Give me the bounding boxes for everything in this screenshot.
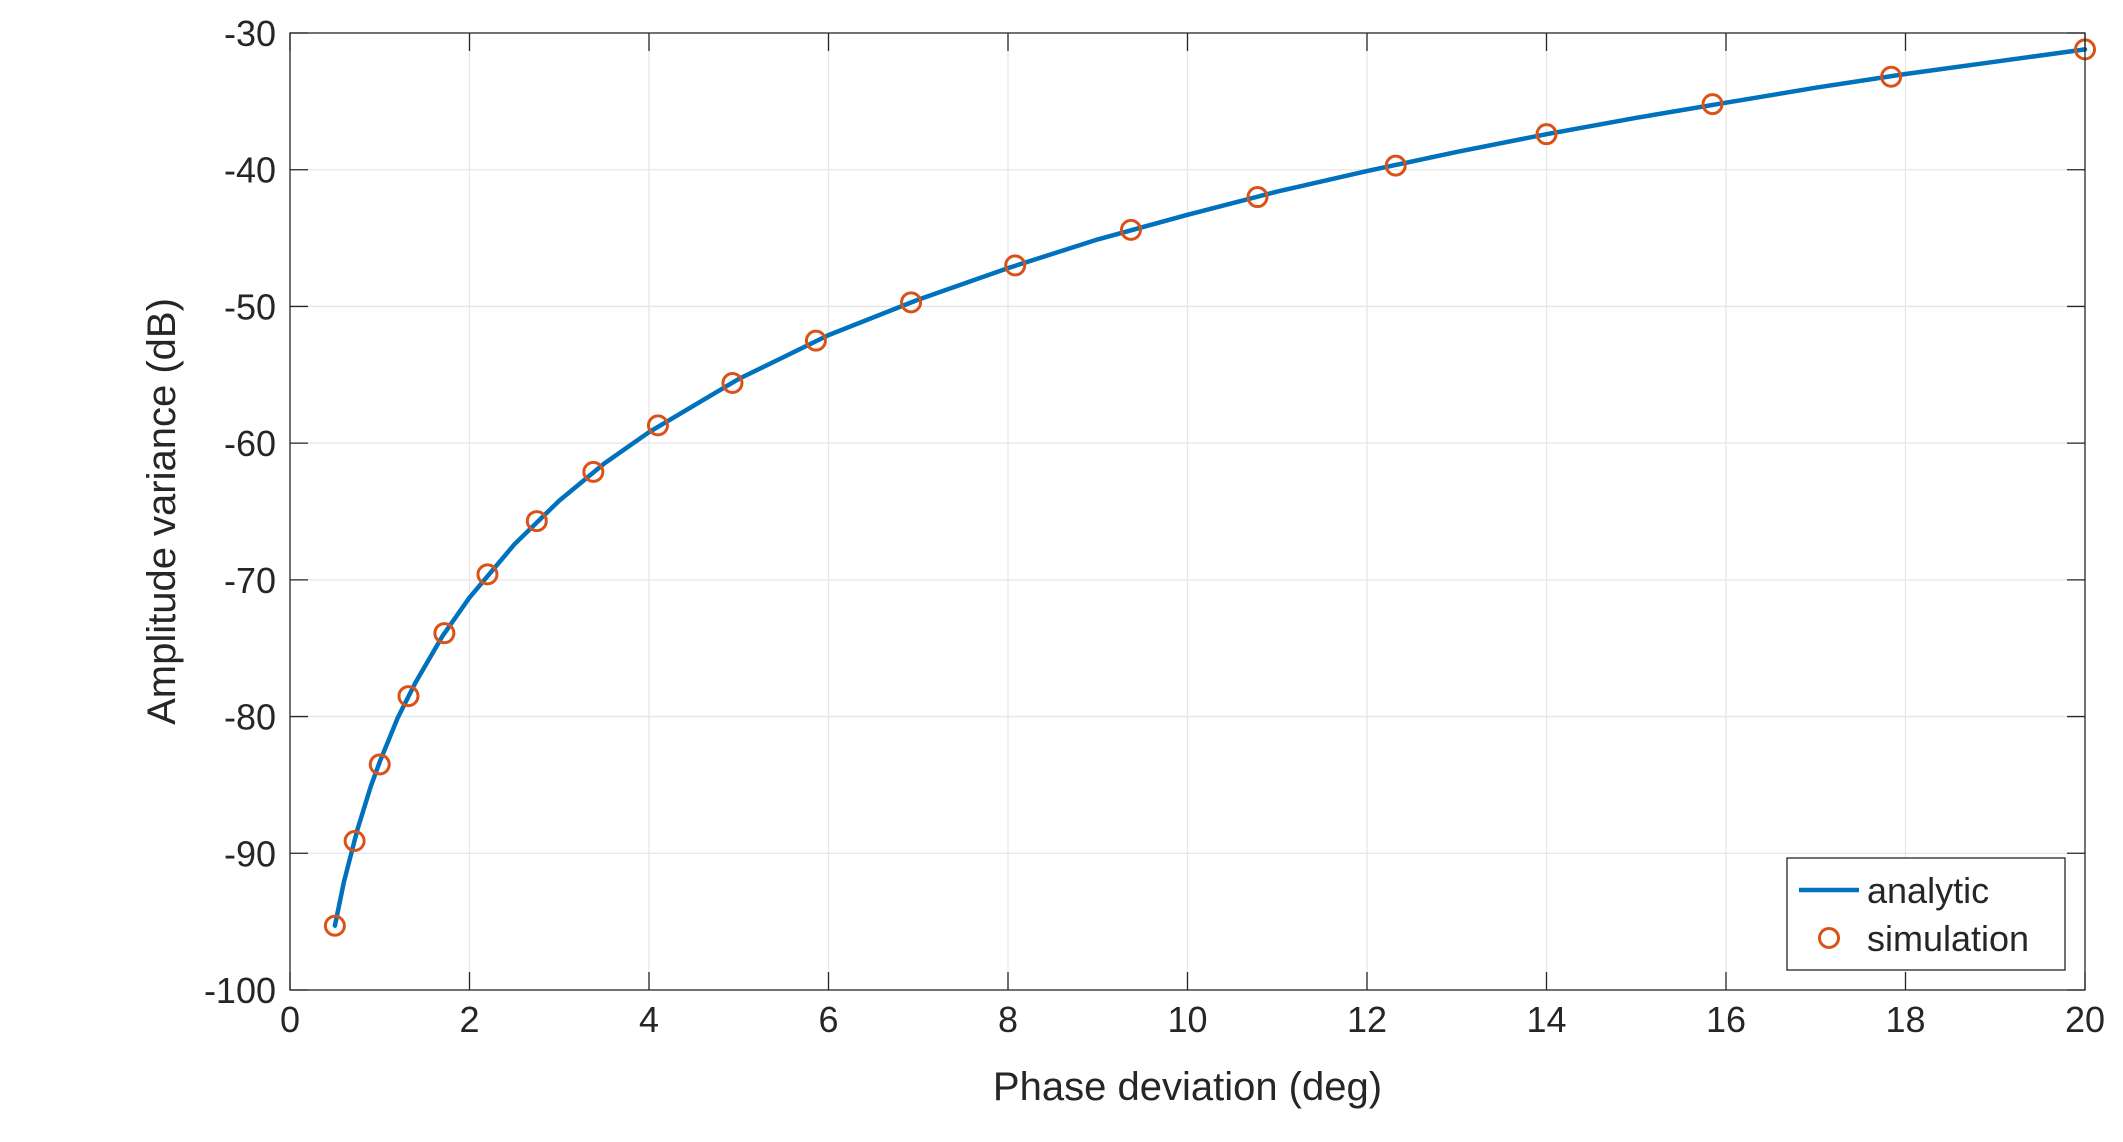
y-tick-label: -90 <box>224 833 276 874</box>
data-point-simulation <box>476 563 499 586</box>
x-tick-labels: 0 2 4 6 8 10 12 14 16 18 20 <box>280 999 2105 1040</box>
y-tick-label: -40 <box>224 150 276 191</box>
data-point-simulation <box>343 829 366 852</box>
x-tick-label: 8 <box>998 999 1018 1040</box>
x-tick-label: 12 <box>1347 999 1387 1040</box>
data-point-simulation <box>1535 123 1558 146</box>
data-point-simulation <box>397 685 420 708</box>
data-point-simulation <box>804 329 827 352</box>
ticks <box>289 32 2086 991</box>
legend-simulation-label: simulation <box>1867 918 2029 959</box>
legend-simulation-marker-sample <box>1818 927 1840 949</box>
data-point-simulation <box>646 414 669 437</box>
data-point-simulation <box>1119 218 1142 241</box>
data-point-simulation <box>1384 154 1407 177</box>
data-point-simulation <box>582 460 605 483</box>
legend-box <box>1786 857 2066 971</box>
y-tick-label: -100 <box>204 970 276 1011</box>
series-line-analytic <box>332 47 2088 928</box>
data-point-simulation <box>900 291 923 314</box>
x-tick-label: 20 <box>2065 999 2105 1040</box>
x-tick-label: 0 <box>280 999 300 1040</box>
y-tick-label: -60 <box>224 423 276 464</box>
data-point-simulation <box>721 371 744 394</box>
y-tick-labels: -100 -90 -80 -70 -60 -50 -40 -30 <box>204 13 276 1011</box>
y-tick-label: -50 <box>224 286 276 327</box>
axes: 0 2 4 6 8 10 12 14 16 18 20 -100 -90 -80 -70 -60 -50 -40… <box>204 13 2105 1040</box>
data-point-simulation <box>1246 186 1269 209</box>
x-tick-label: 14 <box>1526 999 1566 1040</box>
x-tick-label: 16 <box>1706 999 1746 1040</box>
plot-area <box>323 38 2096 937</box>
legend: analytic simulation <box>1786 857 2066 971</box>
x-tick-label: 10 <box>1167 999 1207 1040</box>
data-point-simulation <box>1701 93 1724 116</box>
x-tick-label: 4 <box>639 999 659 1040</box>
x-tick-label: 6 <box>818 999 838 1040</box>
y-tick-label: -80 <box>224 697 276 738</box>
x-tick-label: 2 <box>459 999 479 1040</box>
y-tick-label: -70 <box>224 560 276 601</box>
legend-analytic-label: analytic <box>1867 870 1989 911</box>
data-point-simulation <box>525 510 548 533</box>
x-axis-label: Phase deviation (deg) <box>993 1065 1382 1109</box>
data-point-simulation <box>323 914 346 937</box>
x-tick-label: 18 <box>1885 999 1925 1040</box>
data-point-simulation <box>1880 65 1903 88</box>
data-point-simulation <box>433 622 456 645</box>
data-point-simulation <box>368 753 391 776</box>
y-axis-label: Amplitude variance (dB) <box>140 298 184 725</box>
data-point-simulation <box>1004 254 1027 277</box>
y-tick-label: -30 <box>224 13 276 54</box>
grid <box>290 33 2085 990</box>
